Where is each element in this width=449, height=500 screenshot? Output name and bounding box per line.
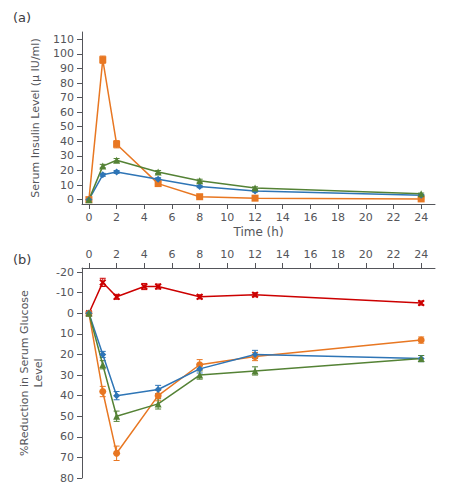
svg-text:80: 80 [60, 472, 74, 485]
svg-text:20: 20 [359, 211, 373, 224]
svg-text:0: 0 [85, 248, 92, 261]
svg-text:110: 110 [53, 33, 74, 46]
svg-text:10: 10 [220, 211, 234, 224]
svg-text:Serum Insulin Level (μ IU/ml): Serum Insulin Level (μ IU/ml) [29, 38, 42, 197]
svg-text:16: 16 [303, 248, 317, 261]
svg-text:80: 80 [60, 77, 74, 90]
svg-text:50: 50 [60, 410, 74, 423]
svg-text:-20: -20 [56, 266, 74, 279]
svg-text:4: 4 [141, 248, 148, 261]
svg-text:18: 18 [331, 211, 345, 224]
svg-text:100: 100 [53, 47, 74, 60]
svg-text:60: 60 [60, 106, 74, 119]
svg-text:40: 40 [60, 389, 74, 402]
svg-text:(a): (a) [13, 10, 31, 25]
svg-text:22: 22 [386, 211, 400, 224]
svg-text:24: 24 [414, 211, 428, 224]
svg-text:22: 22 [386, 248, 400, 261]
svg-text:8: 8 [196, 248, 203, 261]
svg-text:2: 2 [113, 211, 120, 224]
svg-text:18: 18 [331, 248, 345, 261]
svg-text:60: 60 [60, 430, 74, 443]
svg-text:12: 12 [248, 248, 262, 261]
svg-text:70: 70 [60, 91, 74, 104]
svg-text:12: 12 [248, 211, 262, 224]
svg-text:20: 20 [60, 164, 74, 177]
svg-text:2: 2 [113, 248, 120, 261]
svg-text:30: 30 [60, 149, 74, 162]
svg-text:70: 70 [60, 451, 74, 464]
svg-text:14: 14 [276, 248, 290, 261]
svg-text:4: 4 [141, 211, 148, 224]
svg-text:Time (h): Time (h) [232, 225, 283, 239]
svg-text:%Reduction in Serum Glucose: %Reduction in Serum Glucose [18, 290, 31, 456]
svg-text:14: 14 [276, 211, 290, 224]
svg-text:Level: Level [32, 358, 45, 387]
svg-text:6: 6 [168, 248, 175, 261]
svg-text:(b): (b) [13, 252, 31, 267]
svg-text:0: 0 [67, 193, 74, 206]
svg-text:20: 20 [359, 248, 373, 261]
svg-text:10: 10 [60, 179, 74, 192]
svg-text:0: 0 [85, 211, 92, 224]
svg-text:50: 50 [60, 120, 74, 133]
svg-text:10: 10 [220, 248, 234, 261]
svg-text:40: 40 [60, 135, 74, 148]
svg-text:90: 90 [60, 62, 74, 75]
svg-text:24: 24 [414, 248, 428, 261]
svg-text:30: 30 [60, 369, 74, 382]
svg-text:6: 6 [168, 211, 175, 224]
svg-text:20: 20 [60, 348, 74, 361]
svg-text:-10: -10 [56, 286, 74, 299]
svg-text:10: 10 [60, 327, 74, 340]
svg-text:16: 16 [303, 211, 317, 224]
svg-text:0: 0 [67, 307, 74, 320]
svg-text:8: 8 [196, 211, 203, 224]
